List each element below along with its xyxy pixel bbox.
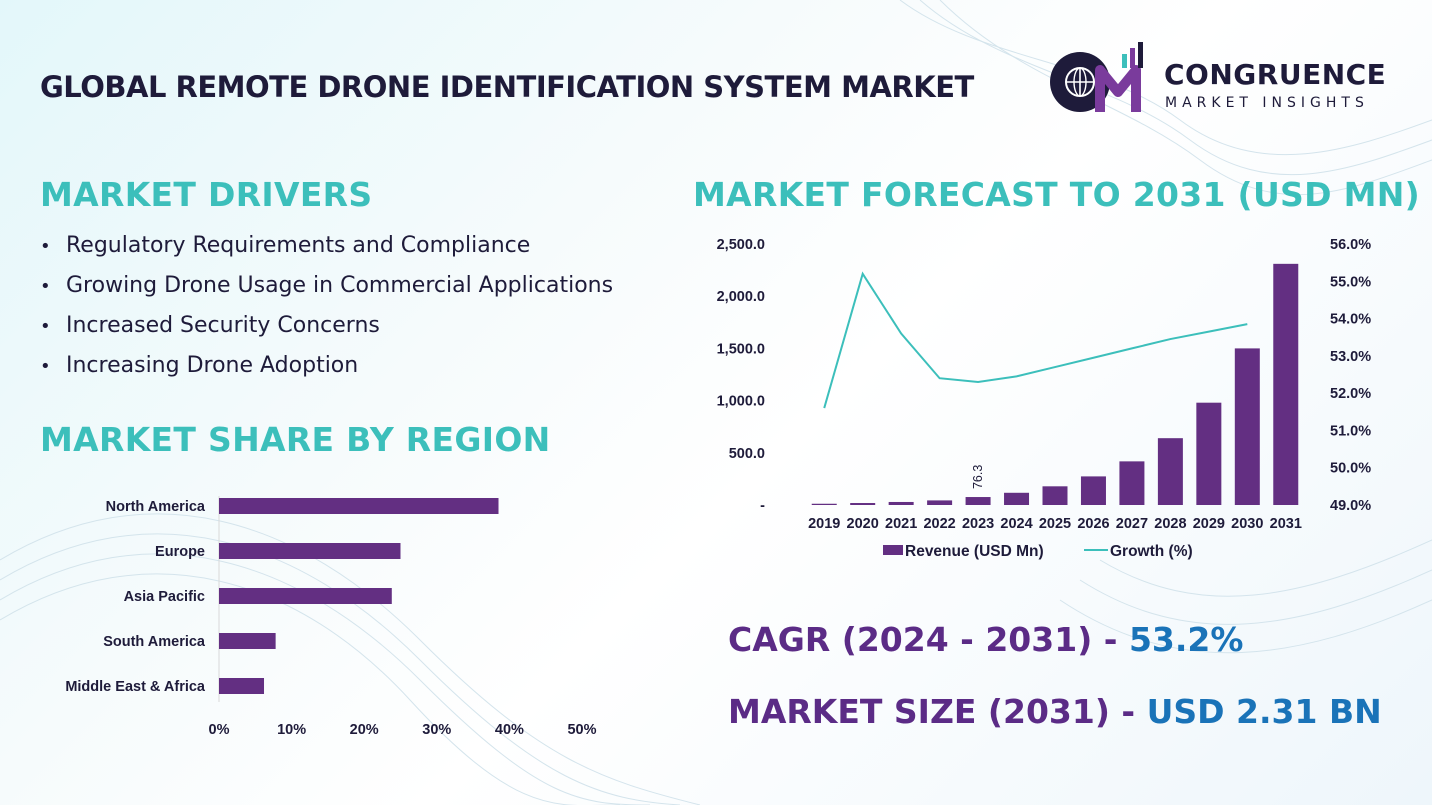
forecast-right-tick-label: 50.0% xyxy=(1330,461,1371,477)
forecast-right-tick-label: 53.0% xyxy=(1330,349,1371,365)
region-bar xyxy=(219,543,401,559)
forecast-x-tick-label: 2020 xyxy=(847,516,879,532)
logo-brand: CONGRUENCE xyxy=(1164,58,1387,91)
region-heading: MARKET SHARE BY REGION xyxy=(40,420,551,459)
region-x-tick-label: 30% xyxy=(422,722,451,738)
brand-logo: CONGRUENCE MARKET INSIGHTS xyxy=(1044,40,1404,118)
region-x-tick-label: 40% xyxy=(495,722,524,738)
forecast-x-tick-label: 2021 xyxy=(885,516,917,532)
region-bar xyxy=(219,633,276,649)
cagr-value: 53.2% xyxy=(1128,620,1244,659)
region-x-tick-label: 50% xyxy=(567,722,596,738)
forecast-right-tick-label: 56.0% xyxy=(1330,237,1371,253)
revenue-bar xyxy=(1004,492,1030,505)
forecast-x-tick-label: 2024 xyxy=(1000,516,1032,532)
growth-line xyxy=(823,271,1248,409)
forecast-x-tick-label: 2029 xyxy=(1193,516,1225,532)
cagr-label: CAGR (2024 - 2031) xyxy=(728,620,1093,659)
driver-item: • Regulatory Requirements and Compliance xyxy=(40,233,531,258)
forecast-left-tick-label: 2,000.0 xyxy=(717,289,765,305)
logo-subtitle: MARKET INSIGHTS xyxy=(1165,95,1369,111)
region-x-tick-label: 0% xyxy=(209,722,230,738)
driver-item: • Increased Security Concerns xyxy=(40,313,380,338)
forecast-x-tick-label: 2019 xyxy=(808,516,840,532)
region-category-label: North America xyxy=(106,499,206,515)
market-size-label: MARKET SIZE (2031) xyxy=(728,692,1110,731)
revenue-bar xyxy=(1119,461,1145,505)
drivers-heading: MARKET DRIVERS xyxy=(40,175,373,214)
forecast-left-tick-label: 2,500.0 xyxy=(717,237,765,253)
forecast-right-tick-label: 55.0% xyxy=(1330,274,1371,290)
forecast-x-tick-label: 2025 xyxy=(1039,516,1071,532)
market-size-value: USD 2.31 BN xyxy=(1146,692,1382,731)
region-share-chart: North America Europe Asia Pacific South Ame… xyxy=(65,496,597,738)
forecast-x-tick-label: 2028 xyxy=(1154,516,1186,532)
forecast-left-tick-label: - xyxy=(760,498,765,514)
forecast-right-tick-label: 49.0% xyxy=(1330,498,1371,514)
region-category-label: Europe xyxy=(155,544,205,560)
region-x-tick-label: 10% xyxy=(277,722,306,738)
revenue-bar xyxy=(1157,438,1183,505)
region-category-label: Asia Pacific xyxy=(124,589,205,605)
forecast-right-tick-label: 51.0% xyxy=(1330,423,1371,439)
legend-revenue-label: Revenue (USD Mn) xyxy=(905,543,1044,560)
page-title: GLOBAL REMOTE DRONE IDENTIFICATION SYSTE… xyxy=(40,70,974,104)
forecast-x-tick-label: 2027 xyxy=(1116,516,1148,532)
forecast-right-tick-label: 52.0% xyxy=(1330,386,1371,402)
revenue-bar xyxy=(888,501,914,505)
revenue-bar xyxy=(1042,486,1068,505)
revenue-bar xyxy=(1080,476,1106,505)
forecast-heading: MARKET FORECAST TO 2031 (USD MN) xyxy=(693,175,1421,214)
region-bar xyxy=(219,678,265,694)
legend-growth-label: Growth (%) xyxy=(1110,543,1193,560)
forecast-x-tick-label: 2023 xyxy=(962,516,994,532)
market-size-stat: MARKET SIZE (2031) - USD 2.31 BN xyxy=(728,692,1382,731)
driver-item: • Increasing Drone Adoption xyxy=(40,353,359,378)
revenue-bar xyxy=(1196,402,1222,505)
revenue-bar xyxy=(1234,348,1260,505)
driver-item: • Growing Drone Usage in Commercial Appli… xyxy=(40,273,614,298)
forecast-left-tick-label: 500.0 xyxy=(729,446,765,462)
revenue-data-label: 76.3 xyxy=(971,465,985,489)
driver-text: Growing Drone Usage in Commercial Applic… xyxy=(66,273,614,298)
region-x-tick-label: 20% xyxy=(350,722,379,738)
region-category-label: South America xyxy=(103,634,206,650)
forecast-left-tick-label: 1,500.0 xyxy=(717,341,765,357)
forecast-x-tick-label: 2030 xyxy=(1231,516,1263,532)
driver-text: Increased Security Concerns xyxy=(66,313,380,338)
forecast-x-tick-label: 2031 xyxy=(1270,516,1302,532)
revenue-bar xyxy=(850,503,876,505)
forecast-right-tick-label: 54.0% xyxy=(1330,312,1371,328)
forecast-chart: - 500.0 1,000.0 1,500.0 2,000.0 2,500.0 49.0% 5… xyxy=(717,237,1372,560)
revenue-bar xyxy=(811,503,837,505)
cagr-separator: - xyxy=(1092,620,1129,659)
region-bar xyxy=(219,588,392,604)
forecast-x-tick-label: 2026 xyxy=(1077,516,1109,532)
legend-revenue-swatch xyxy=(883,545,903,555)
market-size-separator: - xyxy=(1109,692,1147,731)
region-bar xyxy=(219,498,499,514)
driver-text: Increasing Drone Adoption xyxy=(66,353,359,378)
revenue-bar xyxy=(1273,263,1299,505)
forecast-x-tick-label: 2022 xyxy=(923,516,955,532)
logo-mark-icon xyxy=(1050,42,1143,112)
forecast-left-tick-label: 1,000.0 xyxy=(717,394,765,410)
revenue-bar xyxy=(927,500,953,505)
revenue-bar xyxy=(965,497,991,505)
drivers-list: • Regulatory Requirements and Compliance … xyxy=(40,232,613,392)
cagr-stat: CAGR (2024 - 2031) - 53.2% xyxy=(728,620,1243,659)
driver-text: Regulatory Requirements and Compliance xyxy=(66,233,531,258)
region-category-label: Middle East & Africa xyxy=(65,679,206,695)
